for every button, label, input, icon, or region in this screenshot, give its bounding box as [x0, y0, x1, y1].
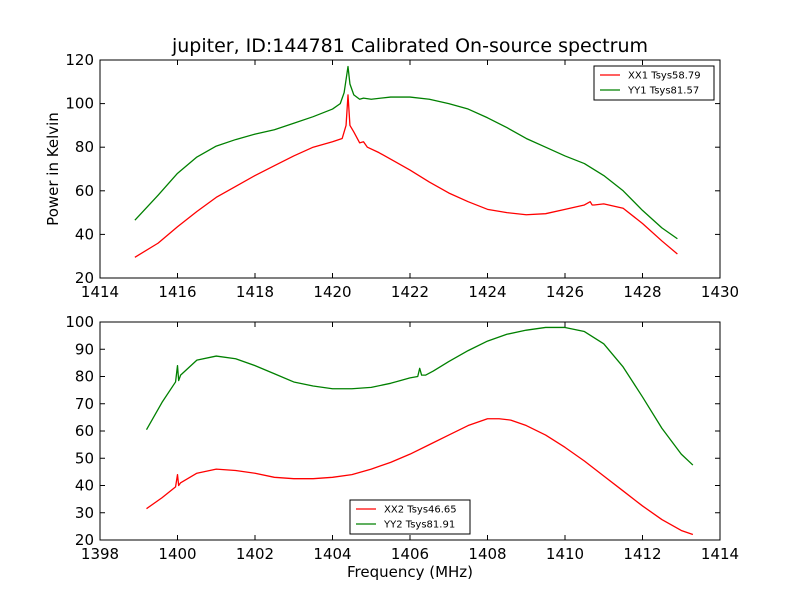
series-line-xx2 [146, 418, 694, 536]
y-tick-label: 70 [75, 395, 94, 413]
legend-label: YY2 Tsys81.91 [383, 520, 455, 531]
legend: XX2 Tsys46.65 YY2 Tsys81.91 [349, 499, 471, 535]
y-tick-label: 50 [75, 449, 94, 467]
legend-label: XX2 Tsys46.65 [384, 505, 457, 516]
series-line-xx1 [134, 94, 678, 258]
y-tick-label: 90 [75, 340, 94, 358]
y-tick-label: 80 [75, 138, 94, 156]
y-tick-label: 30 [75, 504, 94, 522]
x-tick-label: 1416 [158, 283, 196, 301]
x-axis-title: Frequency (MHz) [347, 563, 473, 581]
x-tick-label: 1414 [81, 283, 119, 301]
y-tick-label: 20 [75, 269, 94, 287]
x-tick-label: 1428 [623, 283, 661, 301]
chart-title: jupiter, ID:144781 Calibrated On-source … [171, 35, 648, 57]
legend-box [593, 65, 715, 101]
subplot-1: 1414 1416 1418 1420 1422 1424 1426 1428 1430 20 40… [44, 35, 739, 301]
y-tick-label: 100 [65, 95, 94, 113]
y-tick-label: 120 [65, 51, 94, 69]
x-tick-label: 1398 [81, 545, 119, 563]
legend-label: XX1 Tsys58.79 [628, 71, 701, 82]
x-tick-label: 1410 [546, 545, 584, 563]
legend-box [349, 499, 471, 535]
x-tick-label: 1420 [313, 283, 351, 301]
x-tick-label: 1430 [701, 283, 739, 301]
series-line-yy1 [134, 65, 678, 240]
x-tick-label: 1404 [313, 545, 351, 563]
x-tick-label: 1412 [623, 545, 661, 563]
y-tick-label: 80 [75, 368, 94, 386]
legend: XX1 Tsys58.79 YY1 Tsys81.57 [593, 65, 715, 101]
x-tick-label: 1418 [236, 283, 274, 301]
x-tick-label: 1424 [468, 283, 506, 301]
y-tick-label: 40 [75, 477, 94, 495]
legend-label: YY1 Tsys81.57 [627, 86, 699, 97]
x-tick-label: 1406 [391, 545, 429, 563]
series-line-yy2 [145, 326, 694, 466]
y-axis-title: Power in Kelvin [44, 112, 62, 226]
x-tick-label: 1400 [158, 545, 196, 563]
subplot-2: 1398 1400 1402 1404 1406 1408 1410 1412 1414 20 30… [65, 313, 739, 581]
x-tick-label: 1426 [546, 283, 584, 301]
y-tick-label: 20 [75, 531, 94, 549]
y-tick-label: 100 [65, 313, 94, 331]
x-tick-label: 1408 [468, 545, 506, 563]
y-tick-label: 60 [75, 182, 94, 200]
x-tick-label: 1414 [701, 545, 739, 563]
x-tick-label: 1402 [236, 545, 274, 563]
y-tick-label: 40 [75, 225, 94, 243]
y-tick-label: 60 [75, 422, 94, 440]
x-tick-label: 1422 [391, 283, 429, 301]
